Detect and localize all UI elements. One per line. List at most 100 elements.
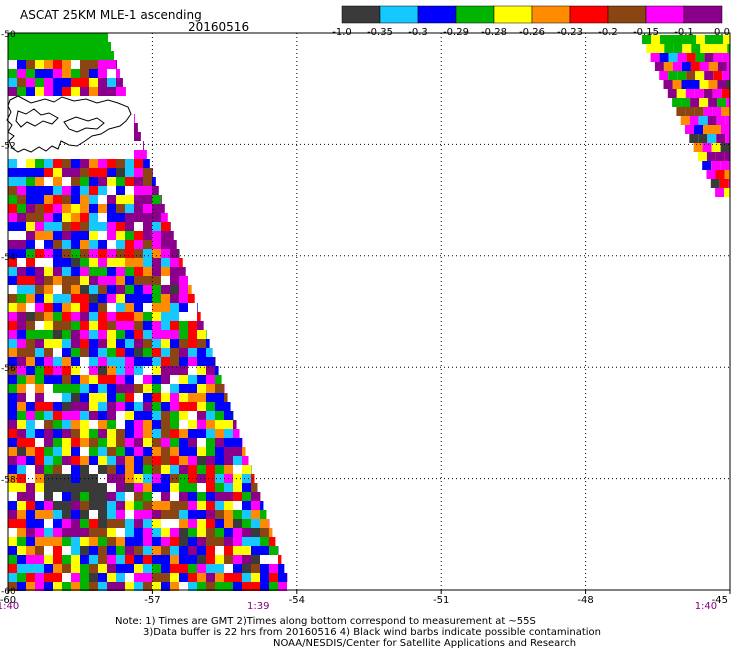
swath-cell: [188, 483, 197, 492]
swath-cell: [179, 249, 180, 258]
swath-cell: [35, 393, 44, 402]
swath-cell: [107, 393, 116, 402]
swath-cell: [650, 53, 660, 62]
swath-cell: [62, 42, 71, 51]
swath-cell: [8, 339, 17, 348]
swath-cell: [116, 519, 125, 528]
swath-cell: [116, 294, 125, 303]
swath-cell: [44, 51, 53, 60]
swath-cell: [62, 582, 71, 591]
swath-cell: [8, 366, 17, 375]
swath-cell: [80, 492, 89, 501]
swath-cell: [224, 402, 231, 411]
swath-cell: [71, 321, 80, 330]
swath-cell: [89, 249, 98, 258]
swath-cell: [715, 170, 725, 179]
swath-cell: [233, 474, 242, 483]
swath-cell: [26, 159, 35, 168]
swath-cell: [691, 44, 701, 53]
swath-cell: [161, 465, 170, 474]
swath-cell: [71, 474, 80, 483]
swath-cell: [89, 159, 98, 168]
swath-cell: [152, 420, 161, 429]
swath-cell: [62, 348, 71, 357]
swath-cell: [134, 312, 143, 321]
swath-cell: [26, 240, 35, 249]
swath-cell: [53, 411, 62, 420]
swath-cell: [89, 330, 98, 339]
swath-cell: [179, 555, 188, 564]
swath-cell: [215, 393, 224, 402]
swath-cell: [134, 357, 143, 366]
swath-cell: [8, 348, 17, 357]
swath-cell: [143, 267, 152, 276]
swath-cell: [179, 546, 188, 555]
swath-cell: [71, 339, 80, 348]
swath-cell: [703, 125, 712, 134]
swath-cell: [242, 528, 251, 537]
swath-cell: [107, 231, 116, 240]
swath-cell: [17, 60, 26, 69]
swath-cell: [224, 456, 233, 465]
swath-cell: [715, 188, 725, 197]
swath-cell: [8, 402, 17, 411]
swath-cell: [125, 474, 134, 483]
swath-cell: [260, 564, 269, 573]
swath-cell: [62, 294, 71, 303]
swath-cell: [134, 582, 143, 591]
swath-cell: [233, 573, 242, 582]
swath-cell: [53, 168, 62, 177]
swath-cell: [80, 240, 89, 249]
swath-cell: [17, 69, 26, 78]
swath-cell: [98, 582, 107, 591]
swath-cell: [107, 366, 116, 375]
swath-cell: [107, 339, 116, 348]
swath-cell: [720, 143, 730, 152]
swath-cell: [143, 204, 152, 213]
swath-cell: [71, 483, 80, 492]
swath-cell: [170, 303, 179, 312]
swath-cell: [26, 60, 35, 69]
swath-cell: [188, 501, 197, 510]
swath-cell: [26, 294, 35, 303]
swath-cell: [44, 213, 53, 222]
swath-cell: [26, 51, 35, 60]
swath-cell: [80, 321, 89, 330]
swath-cell: [125, 456, 134, 465]
swath-cell: [98, 357, 107, 366]
swath-cell: [170, 249, 179, 258]
swath-data-cells: [8, 33, 730, 591]
swath-cell: [8, 330, 17, 339]
swath-cell: [71, 573, 80, 582]
swath-cell: [269, 528, 273, 537]
swath-cell: [669, 35, 678, 44]
swath-cell: [197, 456, 206, 465]
swath-cell: [35, 483, 44, 492]
swath-cell: [26, 321, 35, 330]
swath-cell: [690, 98, 700, 107]
swath-cell: [724, 188, 730, 197]
swath-cell: [685, 89, 695, 98]
swath-cell: [17, 348, 26, 357]
swath-cell: [695, 71, 705, 80]
swath-cell: [161, 294, 170, 303]
swath-cell: [152, 366, 161, 375]
swath-cell: [116, 555, 125, 564]
swath-cell: [278, 573, 287, 582]
swath-cell: [152, 312, 161, 321]
swath-cell: [98, 168, 107, 177]
swath-cell: [667, 89, 677, 98]
swath-cell: [8, 501, 17, 510]
swath-cell: [242, 447, 246, 456]
swath-cell: [143, 483, 152, 492]
swath-cell: [161, 420, 170, 429]
swath-cell: [116, 456, 125, 465]
swath-cell: [242, 582, 251, 591]
swath-cell: [89, 42, 98, 51]
swath-cell: [62, 195, 71, 204]
swath-cell: [152, 447, 161, 456]
swath-cell: [116, 60, 117, 69]
swath-cell: [71, 204, 80, 213]
swath-cell: [269, 537, 276, 546]
swath-cell: [152, 285, 161, 294]
